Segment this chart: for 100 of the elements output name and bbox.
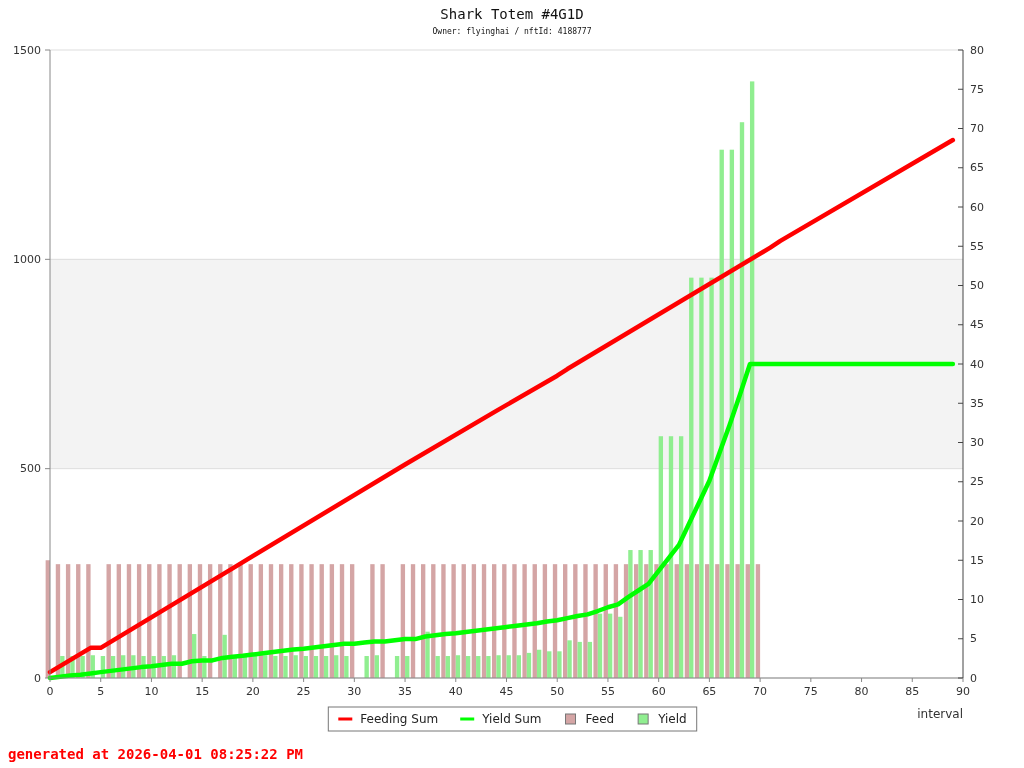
- x-tick-label: 80: [854, 684, 869, 698]
- bar: [644, 564, 649, 678]
- legend-label: Yield: [657, 712, 687, 726]
- bar: [735, 564, 740, 678]
- y-tick-label: 500: [20, 462, 41, 476]
- x-tick-label: 15: [195, 684, 210, 698]
- x-tick-label: 90: [956, 684, 970, 698]
- bar: [638, 550, 643, 678]
- y2-tick-label: 80: [970, 43, 984, 57]
- y2-tick-label: 45: [970, 318, 984, 332]
- x-tick-label: 0: [46, 684, 54, 698]
- bar: [597, 613, 603, 678]
- bar: [299, 564, 304, 678]
- y2-tick-label: 0: [970, 671, 977, 685]
- bar: [628, 550, 633, 678]
- bar: [228, 564, 233, 678]
- line-series: [47, 137, 956, 675]
- bar: [522, 564, 527, 678]
- bar: [86, 564, 91, 678]
- chart-title: Shark Totem #4G1D: [440, 6, 584, 22]
- bar: [654, 564, 659, 678]
- bar: [607, 613, 613, 678]
- text: generated at 2026-04-01 08:25:22 PM: [8, 746, 304, 762]
- y2-tick-label: 25: [970, 475, 984, 489]
- bar: [309, 564, 314, 678]
- bar: [238, 564, 243, 678]
- x-tick-label: 65: [702, 684, 717, 698]
- legend-label: Feeding Sum: [360, 712, 439, 726]
- y2-tick-label: 20: [970, 514, 984, 528]
- x-tick-label: 20: [245, 684, 260, 698]
- chart-subtitle: Owner: flyinghai / nftId: 4188777: [432, 26, 592, 36]
- y2-tick-label: 55: [970, 239, 984, 253]
- legend-label: Feed: [585, 712, 615, 726]
- bar: [749, 81, 755, 678]
- bar: [593, 564, 598, 678]
- bar: [547, 651, 552, 678]
- bar: [664, 564, 669, 678]
- bar: [709, 277, 714, 678]
- y-tick-label: 0: [34, 671, 41, 685]
- x-tick-label: 70: [753, 684, 768, 698]
- bar: [725, 564, 730, 678]
- bar: [425, 631, 430, 678]
- legend-label: Yield Sum: [481, 712, 542, 726]
- bar: [715, 564, 720, 678]
- bar: [557, 651, 562, 678]
- bar: [441, 564, 446, 678]
- bar: [573, 564, 578, 678]
- bar: [435, 656, 440, 678]
- x-tick-label: 85: [905, 684, 920, 698]
- bar: [496, 655, 501, 678]
- y2-tick-label: 35: [970, 396, 984, 410]
- bar: [486, 656, 491, 678]
- bar: [167, 564, 172, 678]
- y-tick-label: 1500: [13, 43, 41, 57]
- bar: [222, 634, 227, 678]
- bar: [694, 564, 700, 678]
- bar: [293, 655, 298, 678]
- bar: [699, 277, 704, 678]
- bar: [380, 564, 385, 678]
- x-axis-title: interval: [917, 707, 963, 721]
- y2-tick-label: 10: [970, 593, 984, 606]
- x-tick-label: 10: [144, 684, 159, 698]
- y2-tick-label: 5: [970, 632, 977, 646]
- y2-tick-label: 60: [970, 200, 984, 214]
- bar: [344, 656, 349, 678]
- bar: [502, 564, 507, 678]
- bar: [157, 564, 162, 678]
- x-tick-label: 35: [398, 684, 413, 698]
- x-tick-label: 60: [651, 684, 666, 698]
- bar: [283, 656, 288, 678]
- bar: [755, 564, 761, 678]
- line-series: [47, 361, 956, 681]
- bar: [273, 656, 278, 678]
- bar: [705, 564, 710, 678]
- x-tick-label: 50: [550, 684, 565, 698]
- bar: [684, 564, 690, 678]
- x-tick-label: 25: [296, 684, 311, 698]
- y2-tick-label: 50: [970, 279, 984, 292]
- bar: [364, 656, 369, 678]
- y2-tick-label: 75: [970, 82, 984, 96]
- y2-tick-label: 30: [970, 436, 984, 449]
- y2-tick-label: 15: [970, 553, 984, 567]
- bar: [567, 640, 572, 678]
- y2-tick-label: 65: [970, 161, 984, 175]
- bar: [370, 564, 375, 678]
- y2-tick-label: 40: [970, 357, 984, 371]
- x-tick-label: 30: [347, 684, 362, 698]
- x-tick-label: 55: [600, 684, 615, 698]
- y-tick-label: 1000: [13, 252, 41, 266]
- x-tick-label: 45: [499, 684, 514, 698]
- x-tick-label: 75: [803, 684, 818, 698]
- bar: [674, 564, 679, 678]
- x-tick-label: 40: [448, 684, 463, 698]
- bar: [583, 564, 588, 678]
- y2-tick-label: 70: [970, 122, 984, 135]
- x-tick-label: 5: [97, 684, 105, 698]
- bar: [512, 564, 517, 678]
- bar: [451, 564, 456, 678]
- bar: [745, 564, 750, 678]
- bar: [618, 616, 623, 678]
